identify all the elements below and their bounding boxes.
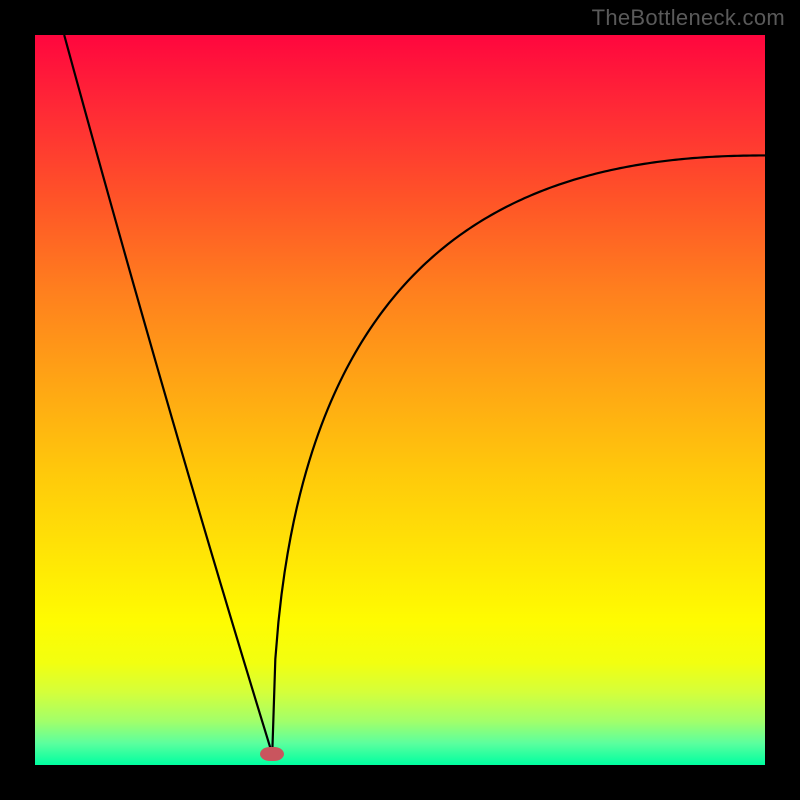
left-branch [64,35,272,754]
vertex-marker [260,747,284,761]
plot-area [35,35,765,765]
watermark-text: TheBottleneck.com [592,5,785,31]
right-branch [272,155,765,754]
curve-layer [35,35,765,765]
